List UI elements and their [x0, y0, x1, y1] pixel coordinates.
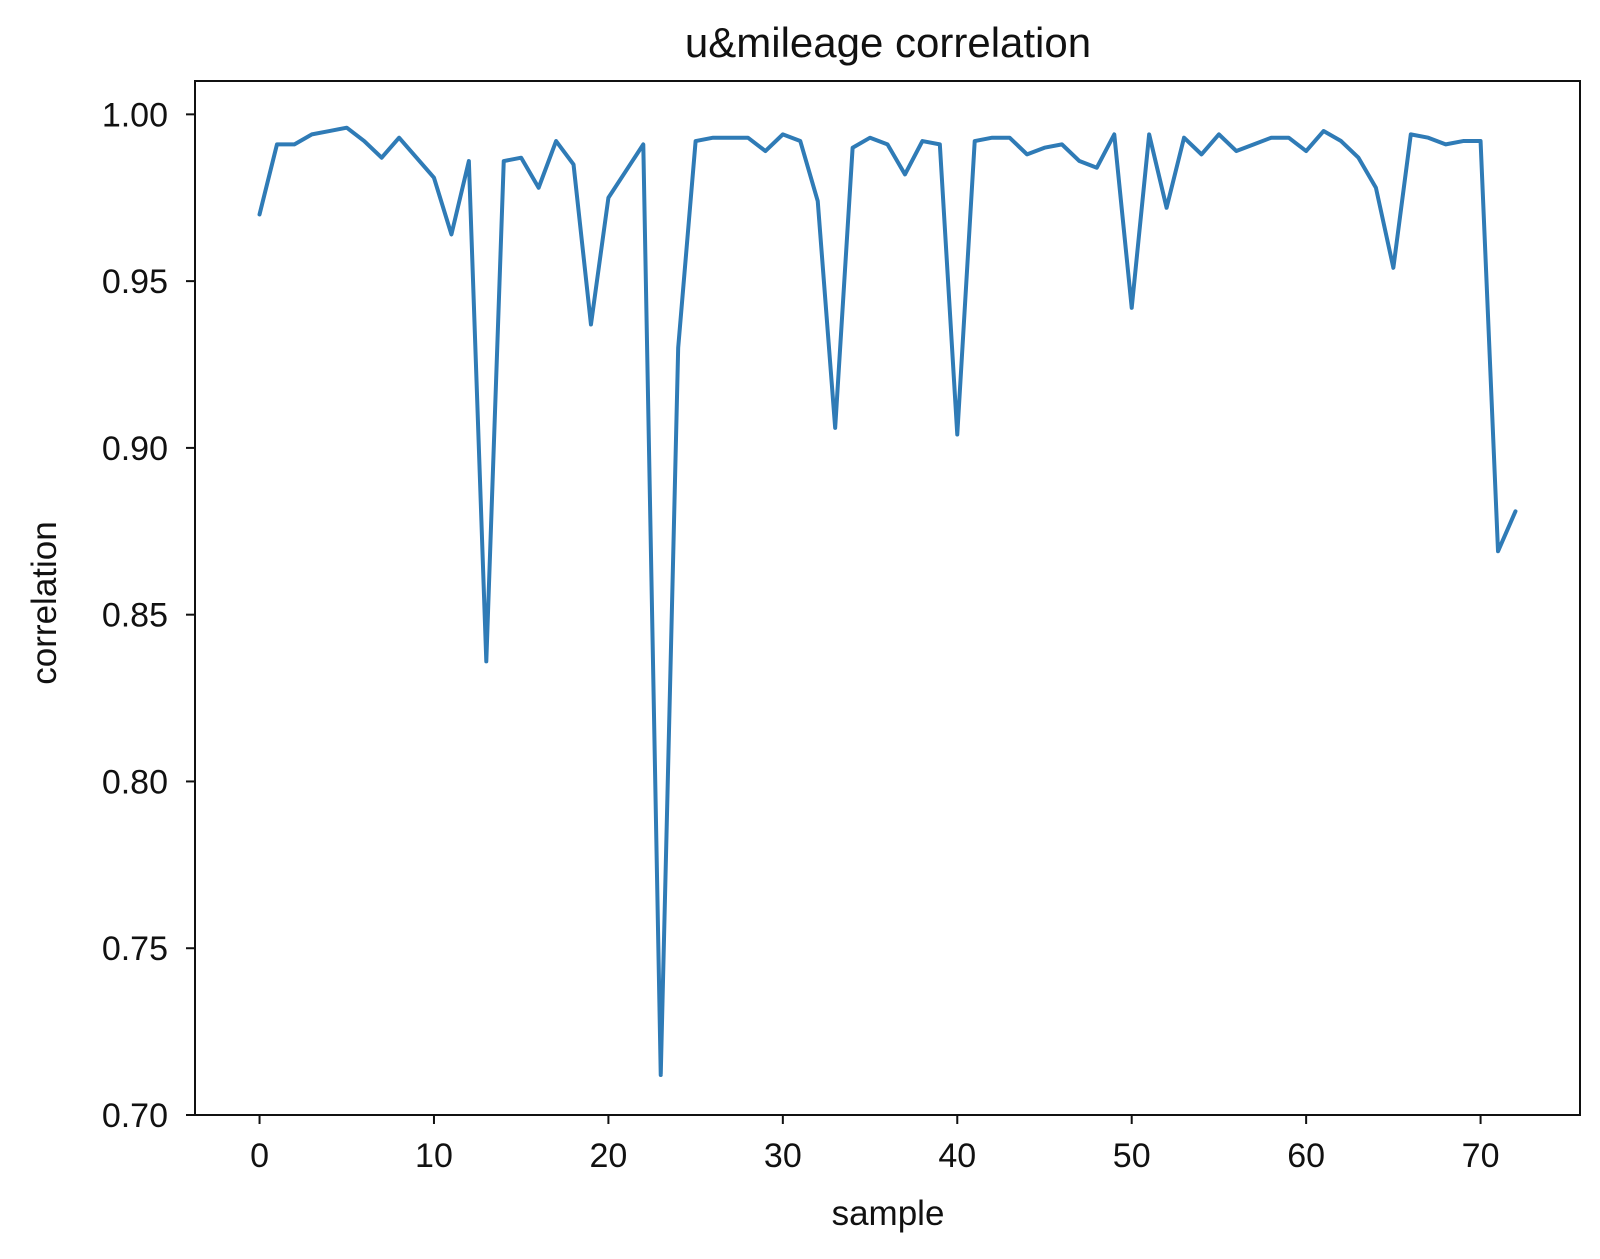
y-tick-label: 0.95	[102, 263, 168, 301]
x-tick-label: 30	[764, 1137, 802, 1175]
plot-frame	[194, 80, 1581, 1116]
y-tick-label: 0.70	[102, 1097, 168, 1135]
chart-title: u&mileage correlation	[685, 19, 1091, 66]
x-tick-label: 70	[1462, 1137, 1500, 1175]
x-tick-label: 20	[589, 1137, 627, 1175]
x-tick-label: 50	[1113, 1137, 1151, 1175]
x-tick-label: 60	[1287, 1137, 1325, 1175]
y-tick-label: 0.85	[102, 597, 168, 635]
y-axis-ticks: 0.70 0.75 0.80 0.85 0.90 0.95 1.00	[102, 96, 195, 1135]
x-tick-label: 0	[250, 1137, 269, 1175]
x-tick-label: 40	[938, 1137, 976, 1175]
y-tick-label: 0.80	[102, 763, 168, 801]
y-tick-label: 0.90	[102, 430, 168, 468]
y-axis-label: correlation	[25, 521, 64, 684]
correlation-series-line	[257, 125, 1518, 1077]
x-tick-label: 10	[415, 1137, 453, 1175]
x-axis-ticks: 0 10 20 30 40 50 60 70	[250, 1115, 1499, 1175]
x-axis-label: sample	[832, 1194, 945, 1233]
y-tick-label: 1.00	[102, 96, 168, 134]
y-tick-label: 0.75	[102, 930, 168, 968]
